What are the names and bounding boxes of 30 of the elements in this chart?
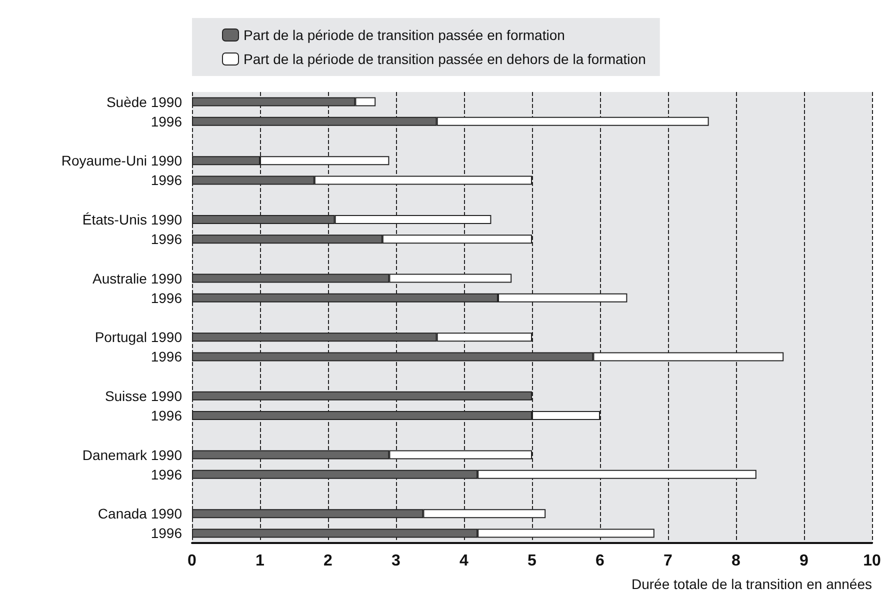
y-tick-label: Suède 1990: [106, 94, 182, 110]
legend-label: Part de la période de transition passée en formation: [244, 27, 565, 43]
x-axis-title: Durée totale de la transition en années: [632, 576, 872, 592]
y-tick-label: Canada 1990: [98, 506, 182, 522]
y-tick-label: 1996: [150, 525, 182, 542]
y-tick-label: Australie 1990: [92, 270, 182, 286]
x-tick-label: 6: [596, 552, 605, 570]
x-tick-label: 1: [256, 552, 265, 570]
x-tick-label: 9: [800, 552, 809, 570]
y-tick-label: 1996: [150, 172, 182, 188]
x-tick-label: 0: [188, 552, 197, 570]
x-tick-label: 10: [863, 552, 881, 570]
x-tick-label: 5: [528, 552, 537, 570]
y-tick-label: 1996: [150, 408, 182, 424]
y-tick-label: États-Unis 1990: [82, 211, 182, 228]
y-tick-label: 1996: [150, 113, 182, 130]
y-tick-label: 1996: [150, 231, 182, 248]
x-tick-label: 2: [324, 552, 333, 570]
x-tick-label: 7: [664, 552, 673, 570]
y-tick-label: Royaume-Uni 1990: [61, 152, 182, 169]
y-tick-label: Danemark 1990: [82, 446, 182, 463]
y-tick-label: 1996: [150, 290, 182, 306]
y-tick-label: Suisse 1990: [104, 388, 182, 404]
x-tick-label: 3: [392, 552, 401, 570]
y-tick-label: 1996: [150, 466, 182, 482]
y-tick-label: Portugal 1990: [94, 329, 182, 346]
x-tick-label: 4: [460, 552, 469, 570]
x-tick-label: 8: [732, 552, 741, 570]
y-tick-label: 1996: [150, 348, 182, 365]
legend-label: Part de la période de transition passée en dehors de la formation: [244, 51, 646, 67]
